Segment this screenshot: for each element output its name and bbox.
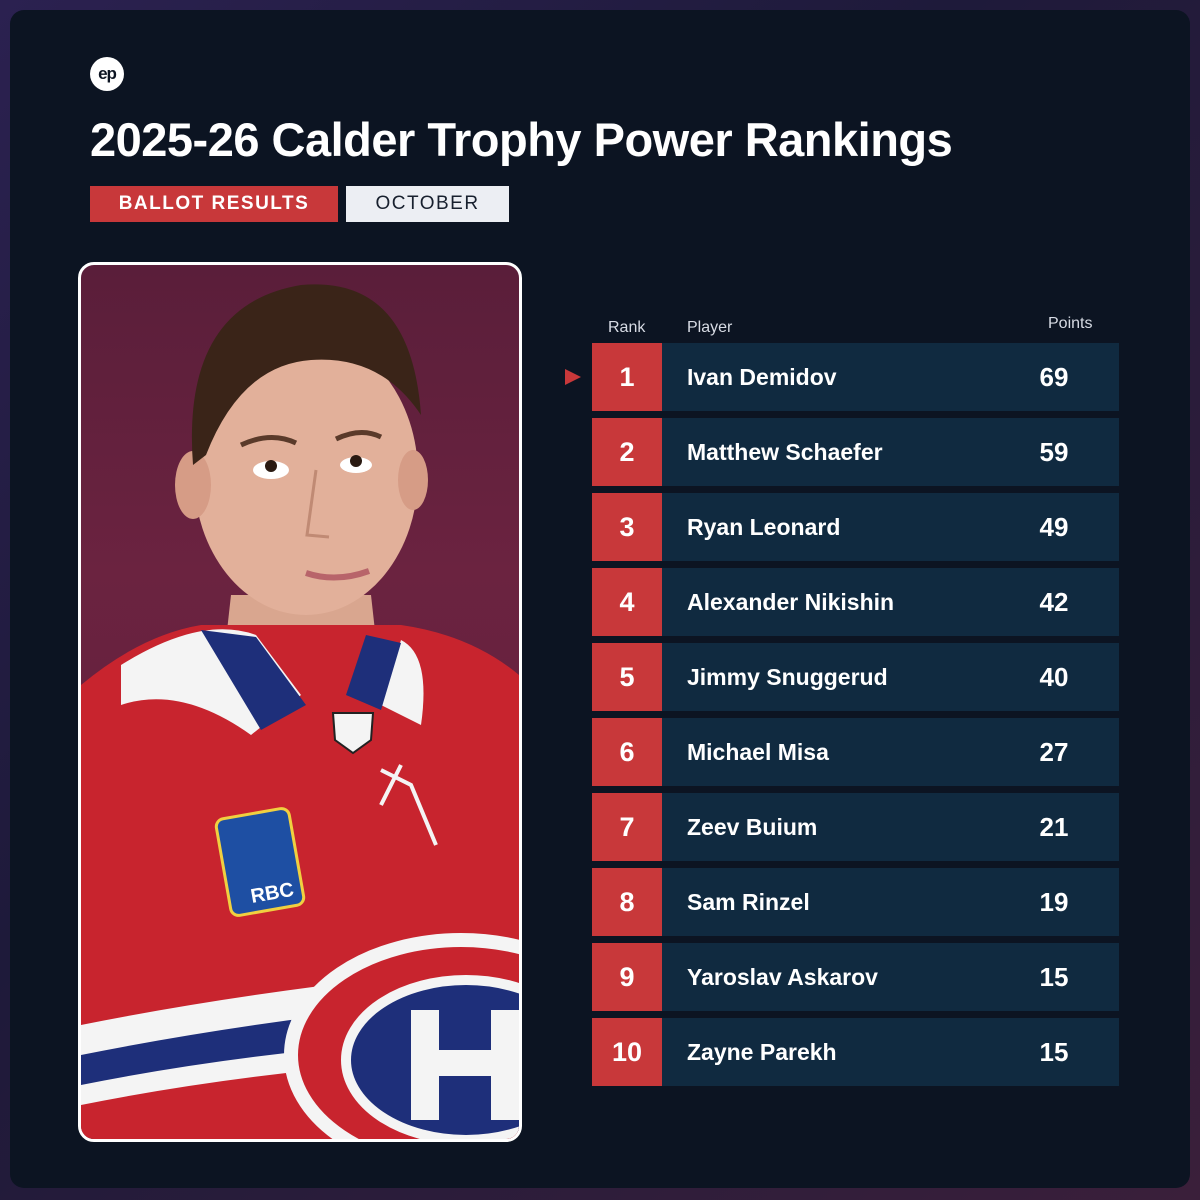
table-row: 9 Yaroslav Askarov 15 [592,943,1119,1011]
table-row: 7 Zeev Buium 21 [592,793,1119,861]
table-row: 5 Jimmy Snuggerud 40 [592,643,1119,711]
table-row: 2 Matthew Schaefer 59 [592,418,1119,486]
points-value: 15 [1039,961,1069,992]
player-name: Ryan Leonard [687,513,841,540]
rank-cell: 10 [592,1018,662,1086]
rank-cell: 4 [592,568,662,636]
player-name: Ivan Demidov [687,363,837,390]
rank-cell: 2 [592,418,662,486]
rank-cell: 5 [592,643,662,711]
points-value: 21 [1039,811,1069,842]
player-name: Matthew Schaefer [687,438,883,465]
points-value: 59 [1039,436,1069,467]
rank-cell: 8 [592,868,662,936]
rank-cell: 1 [592,343,662,411]
rank-column-header: Rank [608,319,646,336]
player-name: Alexander Nikishin [687,588,895,615]
rank-cell: 3 [592,493,662,561]
rank-cell: 7 [592,793,662,861]
points-value: 19 [1039,886,1069,917]
table-row: 4 Alexander Nikishin 42 [592,568,1119,636]
points-value: 49 [1039,511,1069,542]
hockey-player-photo: RBC [81,284,519,1139]
player-name: Jimmy Snuggerud [687,663,888,690]
table-row: 8 Sam Rinzel 19 [592,868,1119,936]
rank-cell: 6 [592,718,662,786]
player-name: Zeev Buium [687,813,818,840]
player-column-header: Player [687,319,733,336]
player-name: Sam Rinzel [687,888,810,915]
player-photo: RBC [78,262,522,1142]
month-tag: OCTOBER [346,186,509,222]
points-value: 40 [1039,661,1069,692]
ballot-results-tag: BALLOT RESULTS [90,186,338,222]
player-name: Yaroslav Askarov [687,963,878,990]
table-row: 10 Zayne Parekh 15 [592,1018,1119,1086]
page-title: 2025-26 Calder Trophy Power Rankings [90,113,953,166]
player-name: Michael Misa [687,738,829,765]
player-name: Zayne Parekh [687,1038,837,1065]
points-column-header: Points [1048,315,1093,332]
rank-cell: 9 [592,943,662,1011]
points-value: 27 [1039,736,1069,767]
leader-arrow-icon [565,369,581,385]
points-value: 15 [1039,1036,1069,1067]
points-value: 42 [1039,586,1069,617]
points-value: 69 [1039,361,1069,392]
ep-logo: ep [90,57,124,91]
table-row: 3 Ryan Leonard 49 [592,493,1119,561]
table-row: 1 Ivan Demidov 69 [592,343,1119,411]
table-row: 6 Michael Misa 27 [592,718,1119,786]
